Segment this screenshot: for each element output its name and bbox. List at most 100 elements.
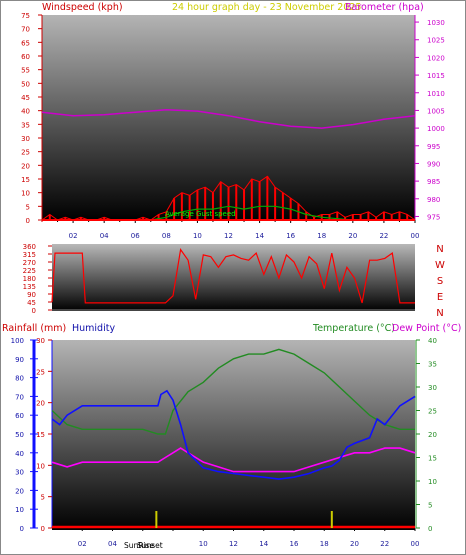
x-tick-label: 02 [69, 232, 78, 240]
humidity-y-tick-label: 40 [15, 450, 24, 458]
rain-y-tick-label: 5 [41, 494, 45, 502]
wind-y-tick-label: 5 [26, 203, 30, 211]
baro-y-tick-label: 1000 [427, 125, 445, 133]
baro-y-tick-label: 1015 [427, 72, 445, 80]
x-tick-label: 00 [411, 232, 420, 240]
temperature-line [51, 348, 415, 435]
x-tick-label: 16 [286, 232, 295, 240]
gust-line [41, 175, 416, 221]
humidity-y-tick-label: 80 [15, 375, 24, 383]
humidity-y-tick-label: 20 [15, 487, 24, 495]
baro-y-tick-label: 995 [427, 143, 440, 151]
wind-y-tick-label: 10 [21, 190, 30, 198]
rain-y-tick-label: 25 [36, 368, 45, 376]
barometer-line [41, 108, 416, 129]
wind-y-tick-label: 20 [21, 162, 30, 170]
humidity-y-tick-label: 60 [15, 412, 24, 420]
baro-y-tick-label: 1020 [427, 54, 445, 62]
wind-y-tick-label: 65 [21, 39, 30, 47]
x-tick-label: 04 [108, 540, 117, 548]
direction-y-tick-label: 45 [27, 299, 36, 307]
rain-y-tick-label: 0 [41, 525, 45, 533]
x-tick-label: 20 [348, 232, 357, 240]
wind-y-tick-label: 40 [21, 108, 30, 116]
direction-y-tick-label: 225 [23, 267, 36, 275]
x-tick-label: 00 [411, 540, 420, 548]
x-tick-label: 06 [131, 232, 140, 240]
rain-y-tick-label: 20 [36, 400, 45, 408]
wind-axis-title: Windspeed (kph) [42, 2, 123, 13]
sunset-label: Sunset [137, 541, 163, 550]
wind-y-tick-label: 75 [21, 12, 30, 20]
x-tick-label: 16 [290, 540, 299, 548]
humidity-axis-title: Humidity [72, 323, 115, 334]
wind-y-tick-label: 55 [21, 67, 30, 75]
wind-y-tick-label: 45 [21, 94, 30, 102]
wind-y-tick-label: 50 [21, 80, 30, 88]
temp-axis-title: Temperature (°C) [312, 323, 395, 334]
compass-label: N [436, 244, 443, 255]
humidity-y-tick-label: 30 [15, 469, 24, 477]
humidity-y-tick-label: 70 [15, 393, 24, 401]
baro-y-tick-label: 1030 [427, 19, 445, 27]
wind-y-tick-label: 25 [21, 149, 30, 157]
temp-y-tick-label: 25 [428, 408, 437, 416]
x-tick-label: 22 [380, 540, 389, 548]
temp-y-tick-label: 10 [428, 478, 437, 486]
direction-y-tick-label: 180 [23, 275, 36, 283]
x-tick-label: 08 [162, 232, 171, 240]
chart-title: 24 hour graph day - 23 November 2025 [172, 2, 361, 13]
x-tick-label: 02 [78, 540, 87, 548]
direction-y-tick-label: 90 [27, 291, 36, 299]
direction-plot-area [52, 244, 415, 311]
wind-y-tick-label: 30 [21, 135, 30, 143]
baro-y-tick-label: 1010 [427, 90, 445, 98]
wind-y-tick-label: 15 [21, 176, 30, 184]
compass-label: N [436, 308, 443, 319]
compass-label: S [437, 276, 443, 287]
compass-label: E [437, 292, 443, 303]
wind-y-tick-label: 0 [26, 217, 30, 225]
x-tick-label: 12 [224, 232, 233, 240]
direction-line [51, 248, 415, 304]
temp-y-tick-label: 5 [428, 502, 432, 510]
direction-y-tick-label: 270 [23, 259, 36, 267]
x-tick-label: 10 [193, 232, 202, 240]
direction-y-tick-label: 315 [23, 251, 36, 259]
humidity-y-tick-label: 90 [15, 356, 24, 364]
compass-label: W [435, 260, 445, 271]
humidity-y-tick-label: 10 [15, 506, 24, 514]
temp-y-tick-label: 20 [428, 431, 437, 439]
baro-axis-title: Barometer (hpa) [345, 2, 424, 13]
temp-y-tick-label: 15 [428, 455, 437, 463]
dewpoint-line [51, 447, 416, 473]
baro-y-tick-label: 990 [427, 160, 440, 168]
rain-axis-title: Rainfall (mm) [2, 323, 66, 334]
x-tick-label: 20 [350, 540, 359, 548]
x-tick-label: 18 [317, 232, 326, 240]
wind-y-tick-label: 60 [21, 53, 30, 61]
rain-y-tick-label: 10 [36, 462, 45, 470]
temp-y-tick-label: 0 [428, 525, 432, 533]
x-tick-label: 12 [229, 540, 238, 548]
x-tick-label: 14 [259, 540, 268, 548]
temp-y-tick-label: 40 [428, 337, 437, 345]
direction-y-tick-label: 135 [23, 283, 36, 291]
x-tick-label: 22 [379, 232, 388, 240]
wind-plot-area [42, 15, 415, 220]
humidity-y-tick-label: 100 [11, 337, 24, 345]
direction-y-tick-label: 0 [32, 307, 36, 315]
temp-y-tick-label: 30 [428, 384, 437, 392]
x-tick-label: 14 [255, 232, 264, 240]
rain-y-tick-label: 15 [36, 431, 45, 439]
x-tick-label: 18 [320, 540, 329, 548]
dewpoint-axis-title: Dew Point (°C) [392, 323, 461, 334]
baro-y-tick-label: 985 [427, 178, 440, 186]
direction-y-tick-label: 360 [23, 243, 36, 251]
temp-y-tick-label: 35 [428, 361, 437, 369]
baro-y-tick-label: 1005 [427, 107, 445, 115]
humidity-line [51, 389, 416, 480]
wind-y-tick-label: 35 [21, 121, 30, 129]
sunrise-label: SunRise [124, 541, 154, 550]
